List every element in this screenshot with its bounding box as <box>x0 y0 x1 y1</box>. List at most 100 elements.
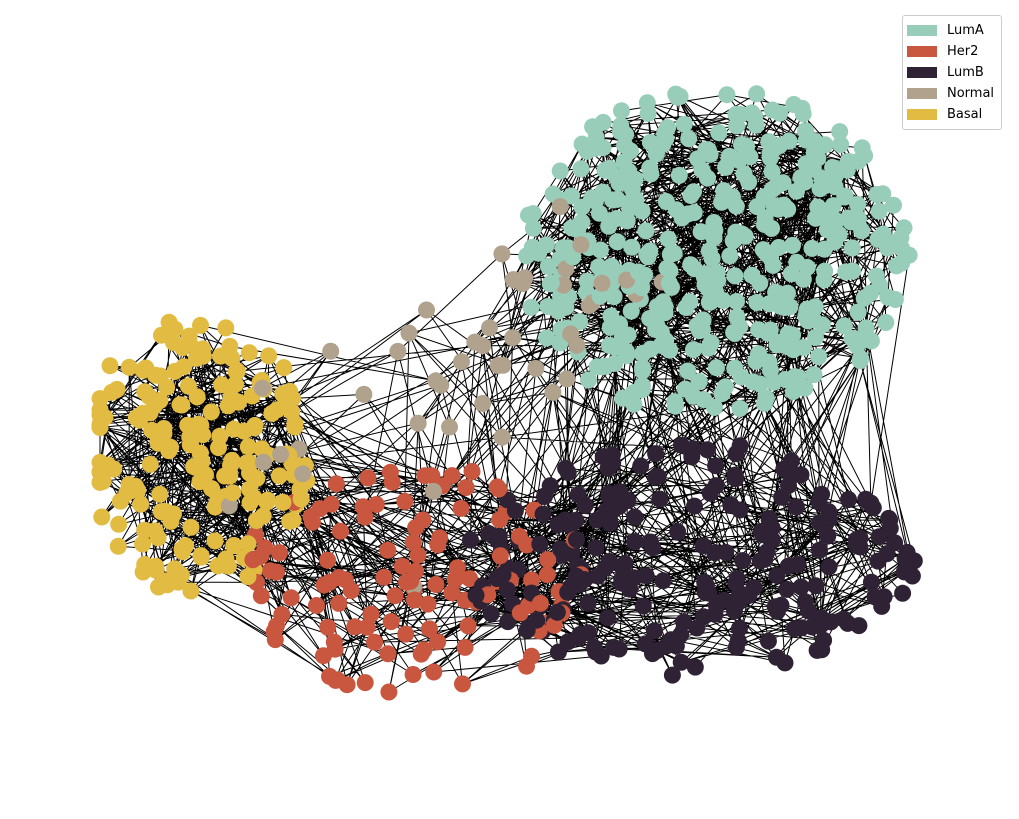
node-luma <box>634 362 652 380</box>
node-basal <box>228 362 246 380</box>
node-luma <box>637 222 655 240</box>
node-luma <box>816 136 834 154</box>
node-luma <box>842 213 860 231</box>
node-luma <box>758 245 776 263</box>
node-luma <box>716 378 734 396</box>
node-luma <box>588 358 606 376</box>
node-lumb <box>658 637 676 655</box>
node-basal <box>217 550 235 568</box>
node-lumb <box>480 525 498 543</box>
node-luma <box>601 318 619 336</box>
node-her2 <box>425 663 443 681</box>
node-lumb <box>731 619 748 637</box>
node-lumb <box>850 617 868 635</box>
node-her2 <box>443 584 461 602</box>
node-her2 <box>359 469 377 487</box>
node-normal <box>432 376 450 394</box>
node-luma <box>658 259 676 277</box>
legend-label-luma: LumA <box>947 23 984 38</box>
node-luma <box>633 377 651 394</box>
legend-item-luma: LumA <box>903 20 1001 41</box>
node-luma <box>726 325 744 342</box>
node-luma <box>584 118 602 136</box>
node-lumb <box>820 558 838 576</box>
node-her2 <box>271 544 288 562</box>
node-lumb <box>549 516 567 534</box>
node-luma <box>622 302 640 320</box>
node-her2 <box>461 570 479 588</box>
node-basal <box>213 376 231 394</box>
node-luma <box>798 300 816 318</box>
node-lumb <box>772 596 790 614</box>
node-her2 <box>511 604 529 622</box>
node-lumb <box>886 534 904 552</box>
node-her2 <box>268 617 285 635</box>
node-basal <box>224 484 242 502</box>
node-lumb <box>559 464 577 482</box>
node-normal <box>474 337 492 355</box>
node-lumb <box>686 658 704 676</box>
node-basal <box>151 485 169 503</box>
node-basal <box>127 409 145 427</box>
node-her2 <box>315 647 332 665</box>
node-luma <box>794 270 812 288</box>
node-luma <box>721 247 739 265</box>
legend-swatch-luma <box>907 25 937 36</box>
node-lumb <box>869 552 887 570</box>
node-luma <box>835 317 853 335</box>
node-luma <box>900 246 918 264</box>
node-normal <box>474 395 492 412</box>
node-lumb <box>632 457 650 475</box>
node-her2 <box>320 574 338 591</box>
node-basal <box>166 320 184 338</box>
node-basal <box>169 573 187 591</box>
node-her2 <box>539 551 557 569</box>
node-luma <box>793 99 811 117</box>
node-luma <box>697 265 714 283</box>
node-lumb <box>896 550 914 568</box>
node-luma <box>815 240 833 258</box>
node-basal <box>247 512 265 529</box>
node-normal <box>409 414 427 432</box>
legend-item-lumb: LumB <box>903 62 1001 83</box>
node-luma <box>661 341 679 359</box>
node-luma <box>740 173 758 191</box>
node-luma <box>660 274 678 292</box>
node-her2 <box>367 496 385 513</box>
node-luma <box>762 141 780 159</box>
node-normal <box>558 370 576 388</box>
node-luma <box>813 316 831 334</box>
node-luma <box>685 183 702 201</box>
node-her2 <box>358 618 376 636</box>
legend-label-normal: Normal <box>947 86 995 101</box>
node-luma <box>868 185 886 203</box>
node-basal <box>263 404 281 422</box>
node-lumb <box>637 567 655 585</box>
node-lumb <box>727 638 745 656</box>
node-luma <box>824 159 842 176</box>
node-luma <box>824 197 842 215</box>
node-luma <box>832 136 850 153</box>
node-normal <box>294 465 312 483</box>
node-basal <box>175 358 193 376</box>
node-luma <box>572 160 590 178</box>
node-basal <box>270 467 288 485</box>
node-luma <box>641 310 659 327</box>
node-luma <box>524 219 542 237</box>
legend-label-basal: Basal <box>947 107 983 122</box>
node-her2 <box>380 683 398 701</box>
node-normal <box>355 385 373 403</box>
node-luma <box>886 291 904 308</box>
node-luma <box>748 85 766 103</box>
node-luma <box>618 347 635 365</box>
legend-label-her2: Her2 <box>947 44 979 59</box>
node-luma <box>591 287 609 305</box>
node-basal <box>203 480 221 498</box>
node-basal <box>206 532 224 550</box>
node-normal <box>441 418 458 436</box>
node-her2 <box>252 587 270 605</box>
node-basal <box>253 440 271 458</box>
node-luma <box>601 337 618 354</box>
node-luma <box>617 173 634 191</box>
node-basal <box>187 349 205 367</box>
